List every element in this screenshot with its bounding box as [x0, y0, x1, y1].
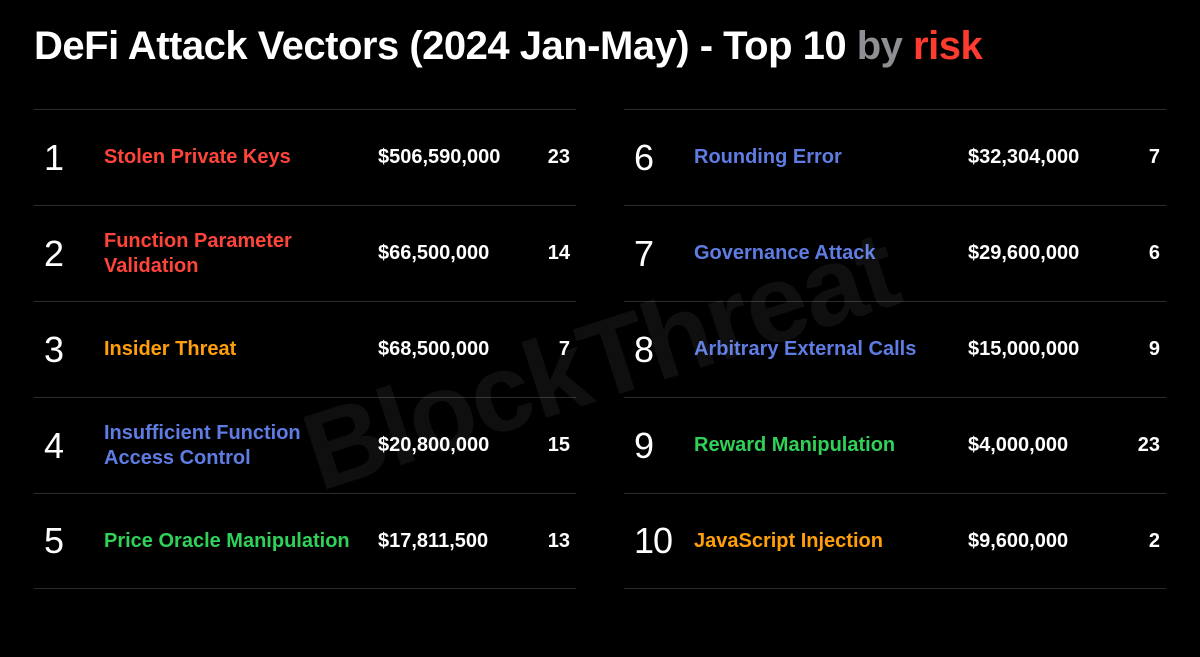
incident-count: 9: [1118, 338, 1160, 361]
rank-number: 4: [44, 425, 104, 467]
vector-name: Insider Threat: [104, 337, 378, 362]
ranking-column-right: 6 Rounding Error $32,304,000 7 7 Governa…: [624, 109, 1166, 589]
rank-number: 1: [44, 137, 104, 179]
title-metric: risk: [913, 24, 982, 68]
table-row: 6 Rounding Error $32,304,000 7: [624, 109, 1166, 205]
amount-usd: $20,800,000: [378, 434, 528, 457]
vector-name: JavaScript Injection: [694, 529, 968, 554]
amount-usd: $17,811,500: [378, 530, 528, 553]
table-row: 5 Price Oracle Manipulation $17,811,500 …: [34, 493, 576, 589]
amount-usd: $506,590,000: [378, 146, 528, 169]
table-row: 8 Arbitrary External Calls $15,000,000 9: [624, 301, 1166, 397]
title-main: DeFi Attack Vectors (2024 Jan-May) - Top…: [34, 24, 846, 68]
amount-usd: $68,500,000: [378, 338, 528, 361]
amount-usd: $66,500,000: [378, 242, 528, 265]
incident-count: 23: [1118, 434, 1160, 457]
amount-usd: $15,000,000: [968, 338, 1118, 361]
vector-name: Stolen Private Keys: [104, 145, 378, 170]
rank-number: 7: [634, 233, 694, 275]
incident-count: 7: [528, 338, 570, 361]
incident-count: 14: [528, 242, 570, 265]
vector-name: Reward Manipulation: [694, 433, 968, 458]
rank-number: 10: [634, 520, 694, 562]
incident-count: 2: [1118, 530, 1160, 553]
incident-count: 6: [1118, 242, 1160, 265]
ranking-column-left: 1 Stolen Private Keys $506,590,000 23 2 …: [34, 109, 576, 589]
title-by: by: [846, 24, 913, 68]
incident-count: 7: [1118, 146, 1160, 169]
page-title: DeFi Attack Vectors (2024 Jan-May) - Top…: [34, 24, 1166, 69]
incident-count: 13: [528, 530, 570, 553]
amount-usd: $9,600,000: [968, 530, 1118, 553]
vector-name: Governance Attack: [694, 241, 968, 266]
amount-usd: $32,304,000: [968, 146, 1118, 169]
table-row: 2 Function Parameter Validation $66,500,…: [34, 205, 576, 301]
rank-number: 6: [634, 137, 694, 179]
table-row: 10 JavaScript Injection $9,600,000 2: [624, 493, 1166, 589]
vector-name: Arbitrary External Calls: [694, 337, 968, 362]
rank-number: 8: [634, 329, 694, 371]
infographic-root: DeFi Attack Vectors (2024 Jan-May) - Top…: [0, 0, 1200, 589]
table-row: 4 Insufficient Function Access Control $…: [34, 397, 576, 493]
table-row: 7 Governance Attack $29,600,000 6: [624, 205, 1166, 301]
table-row: 9 Reward Manipulation $4,000,000 23: [624, 397, 1166, 493]
incident-count: 23: [528, 146, 570, 169]
vector-name: Price Oracle Manipulation: [104, 529, 378, 554]
amount-usd: $29,600,000: [968, 242, 1118, 265]
rank-number: 2: [44, 233, 104, 275]
vector-name: Rounding Error: [694, 145, 968, 170]
rank-number: 5: [44, 520, 104, 562]
table-row: 1 Stolen Private Keys $506,590,000 23: [34, 109, 576, 205]
ranking-columns: 1 Stolen Private Keys $506,590,000 23 2 …: [34, 109, 1166, 589]
rank-number: 3: [44, 329, 104, 371]
incident-count: 15: [528, 434, 570, 457]
vector-name: Function Parameter Validation: [104, 229, 378, 279]
rank-number: 9: [634, 425, 694, 467]
vector-name: Insufficient Function Access Control: [104, 421, 378, 471]
table-row: 3 Insider Threat $68,500,000 7: [34, 301, 576, 397]
amount-usd: $4,000,000: [968, 434, 1118, 457]
